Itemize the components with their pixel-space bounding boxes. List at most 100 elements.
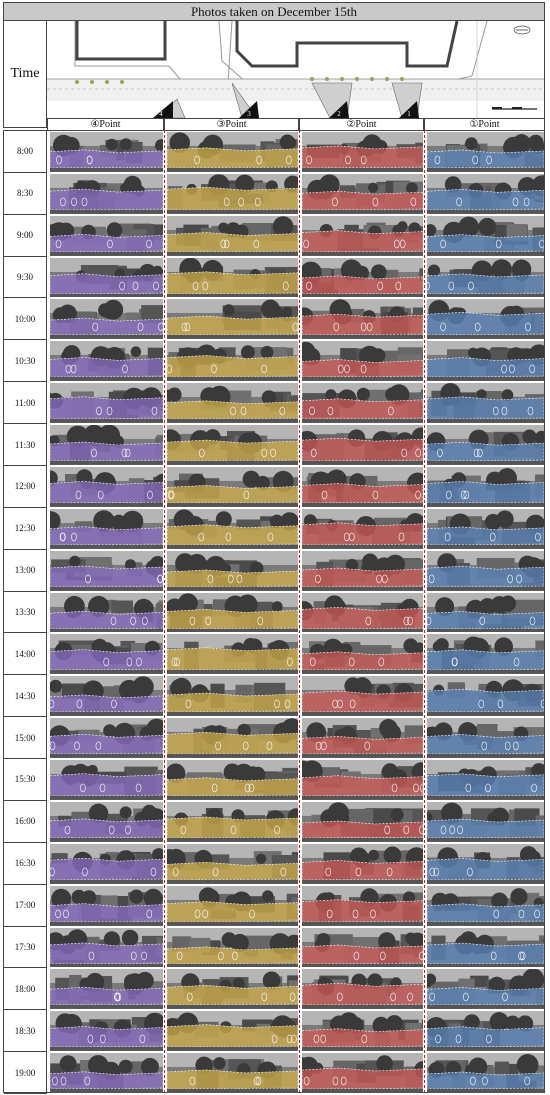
time-row: 15:30 xyxy=(4,759,544,801)
photo-cell-point-2 xyxy=(302,634,423,675)
plan-marker-3: 3 xyxy=(247,110,251,118)
photo-cell-point-4 xyxy=(50,760,163,800)
time-label: 12:30 xyxy=(4,507,47,550)
photo-cell-point-3 xyxy=(167,215,298,256)
time-row: 14:00 xyxy=(4,633,544,676)
column-divider xyxy=(299,130,300,1093)
photo-cell-point-3 xyxy=(167,466,298,507)
photo-cell-point-2 xyxy=(302,760,423,800)
time-row: 13:30 xyxy=(4,591,544,634)
photo-cell-point-1 xyxy=(427,634,544,675)
photo-cell-point-2 xyxy=(302,299,423,340)
photo-cell-point-2 xyxy=(302,843,423,884)
photo-cell-point-2 xyxy=(302,550,423,591)
time-label: 17:00 xyxy=(4,884,47,927)
time-label: 12:00 xyxy=(4,465,47,508)
column-divider xyxy=(424,130,425,1093)
photo-cell-point-4 xyxy=(50,676,163,717)
photo-cell-point-1 xyxy=(427,173,544,214)
photo-cell-point-3 xyxy=(167,508,298,549)
time-row: 14:30 xyxy=(4,675,544,718)
photo-cell-point-2 xyxy=(302,801,423,842)
photo-cell-point-1 xyxy=(427,550,544,591)
photo-cell-point-4 xyxy=(50,1011,163,1052)
photo-cell-point-3 xyxy=(167,173,298,214)
time-row: 19:00 xyxy=(4,1052,544,1094)
photo-cell-point-2 xyxy=(302,257,423,298)
photo-cell-point-2 xyxy=(302,132,423,172)
photo-grid: 8:00 8:30 9:00 9:30 10:00 10:30 11:00 11:30 12:0… xyxy=(3,130,545,1094)
time-row: 16:00 xyxy=(4,800,544,843)
photo-cell-point-1 xyxy=(427,927,544,968)
photo-cell-point-2 xyxy=(302,173,423,214)
point-header-4: ④Point xyxy=(47,118,164,130)
time-label: 15:30 xyxy=(4,759,47,801)
time-label: 11:00 xyxy=(4,382,47,425)
photo-cell-point-2 xyxy=(302,383,423,424)
time-label: 9:30 xyxy=(4,256,47,299)
photo-cell-point-1 xyxy=(427,215,544,256)
time-row: 17:30 xyxy=(4,926,544,969)
photo-cell-point-1 xyxy=(427,425,544,465)
photo-cell-point-1 xyxy=(427,969,544,1010)
time-row: 16:30 xyxy=(4,842,544,885)
photo-cell-point-2 xyxy=(302,425,423,465)
time-label: 10:30 xyxy=(4,340,47,383)
time-row: 10:30 xyxy=(4,340,544,383)
photo-cell-point-1 xyxy=(427,843,544,884)
photo-cell-point-1 xyxy=(427,299,544,340)
photo-cell-point-4 xyxy=(50,508,163,549)
photo-cell-point-1 xyxy=(427,132,544,172)
time-column-header: Time xyxy=(3,21,47,128)
photo-cell-point-3 xyxy=(167,425,298,465)
photo-cell-point-3 xyxy=(167,341,298,382)
photo-cell-point-4 xyxy=(50,1053,163,1093)
plan-marker-4: 4 xyxy=(159,110,163,118)
photo-cell-point-2 xyxy=(302,341,423,382)
photo-cell-point-3 xyxy=(167,299,298,340)
photo-cell-point-3 xyxy=(167,843,298,884)
column-divider xyxy=(164,130,165,1093)
point-header-2: ②Point xyxy=(299,118,424,130)
photo-cell-point-4 xyxy=(50,257,163,298)
photo-cell-point-4 xyxy=(50,132,163,172)
photo-cell-point-3 xyxy=(167,885,298,926)
plan-marker-1: 1 xyxy=(407,110,411,118)
photo-cell-point-1 xyxy=(427,1011,544,1052)
time-row: 10:00 xyxy=(4,298,544,341)
time-label: 16:30 xyxy=(4,842,47,885)
photo-cell-point-2 xyxy=(302,215,423,256)
point-header-1: ①Point xyxy=(424,118,545,130)
photo-cell-point-4 xyxy=(50,466,163,507)
plan-building-right xyxy=(235,21,459,68)
photo-cell-point-1 xyxy=(427,801,544,842)
time-row: 13:00 xyxy=(4,549,544,592)
time-label: 15:00 xyxy=(4,717,47,760)
photo-cell-point-4 xyxy=(50,927,163,968)
site-plan-map: 4 3 2 1 xyxy=(47,21,545,118)
time-row: 11:30 xyxy=(4,424,544,466)
photo-cell-point-4 xyxy=(50,885,163,926)
time-row: 18:30 xyxy=(4,1010,544,1053)
photo-cell-point-2 xyxy=(302,718,423,759)
photo-cell-point-2 xyxy=(302,466,423,507)
photo-cell-point-1 xyxy=(427,676,544,717)
north-arrow-icon xyxy=(513,25,531,35)
sheet-title: Photos taken on December 15th xyxy=(3,2,545,21)
time-label: 13:00 xyxy=(4,549,47,592)
scale-bar-icon xyxy=(492,107,537,110)
time-label: 14:30 xyxy=(4,675,47,718)
time-label: 8:00 xyxy=(4,131,47,173)
photo-cell-point-2 xyxy=(302,1053,423,1093)
time-label: 19:00 xyxy=(4,1052,47,1094)
photo-cell-point-1 xyxy=(427,760,544,800)
photo-cell-point-3 xyxy=(167,801,298,842)
photo-cell-point-4 xyxy=(50,383,163,424)
time-row: 9:00 xyxy=(4,214,544,257)
photo-cell-point-3 xyxy=(167,383,298,424)
photo-cell-point-3 xyxy=(167,969,298,1010)
photo-cell-point-1 xyxy=(427,718,544,759)
photo-cell-point-1 xyxy=(427,341,544,382)
time-row: 11:00 xyxy=(4,382,544,425)
time-label: 17:30 xyxy=(4,926,47,969)
